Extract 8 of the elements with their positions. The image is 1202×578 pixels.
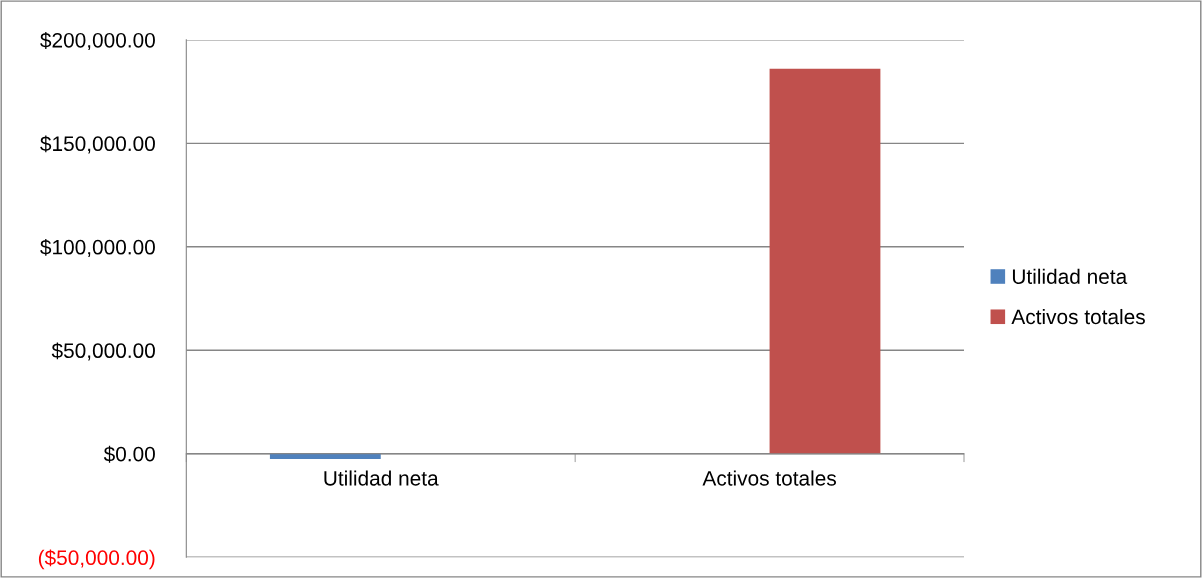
y-tick-label: ($50,000.00) [38,549,155,570]
y-tick-label: $0.00 [103,445,155,463]
y-tick-label: $100,000.00 [40,238,155,258]
legend-label: Utilidad neta [1012,268,1128,284]
y-tick-label: $200,000.00 [40,32,155,51]
y-tick-label: $50,000.00 [51,342,155,361]
legend-label: Activos totales [1011,308,1145,325]
y-tick-label: $150,000.00 [40,135,155,154]
